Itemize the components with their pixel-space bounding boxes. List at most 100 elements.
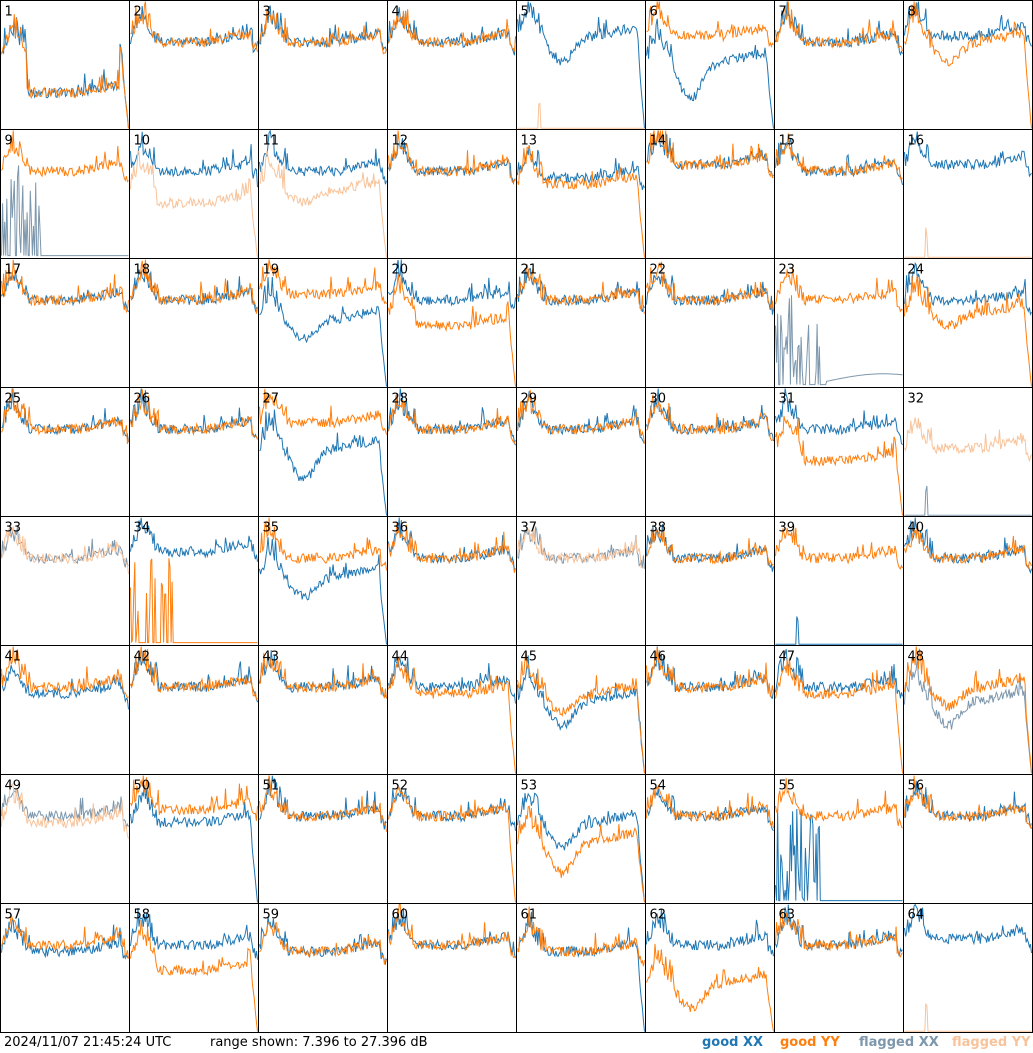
panel-frame — [258, 645, 388, 775]
panel-frame — [258, 516, 388, 646]
series-yy-line — [646, 784, 774, 829]
panel-frame — [258, 774, 388, 904]
panel-42: 42 — [129, 645, 259, 775]
panel-frame — [903, 258, 1033, 388]
panel-label: 4 — [392, 5, 400, 20]
panel-label: 23 — [779, 263, 796, 278]
panel-label: 45 — [521, 650, 538, 665]
panel-9: 9 — [0, 129, 130, 259]
panel-label: 56 — [908, 779, 925, 794]
panel-34: 34 — [129, 516, 259, 646]
panel-frame — [645, 387, 775, 517]
panel-18: 18 — [129, 258, 259, 388]
series-yy-line — [646, 261, 774, 311]
series-yy-line — [388, 130, 516, 184]
series-yy-line — [775, 778, 903, 829]
panel-label: 47 — [779, 650, 796, 665]
series-xx-line — [388, 259, 516, 310]
series-xx-line — [646, 18, 774, 129]
panel-frame — [258, 258, 388, 388]
series-xx-line — [1, 165, 129, 257]
panel-label: 59 — [263, 908, 280, 923]
panel-label: 9 — [5, 134, 13, 149]
panel-45: 45 — [516, 645, 646, 775]
panel-frame — [516, 516, 646, 646]
panel-label: 20 — [392, 263, 409, 278]
panel-label: 64 — [908, 908, 925, 923]
panel-35: 35 — [258, 516, 388, 646]
panel-49: 49 — [0, 774, 130, 904]
panel-25: 25 — [0, 387, 130, 517]
panel-frame — [0, 645, 130, 775]
panel-32: 32 — [903, 387, 1033, 517]
panel-58: 58 — [129, 903, 259, 1033]
panel-label: 18 — [134, 263, 151, 278]
panel-frame — [645, 516, 775, 646]
series-yy-line — [1, 526, 129, 574]
panel-label: 53 — [521, 779, 538, 794]
panel-14: 14 — [645, 129, 775, 259]
panel-38: 38 — [645, 516, 775, 646]
panel-frame — [903, 903, 1033, 1033]
series-yy-line — [388, 523, 516, 573]
series-yy-line — [1, 130, 129, 183]
panel-frame — [516, 387, 646, 517]
timestamp-label: 2024/11/07 21:45:24 UTC — [4, 1035, 172, 1050]
panel-label: 62 — [650, 908, 667, 923]
panel-7: 7 — [774, 0, 904, 130]
series-yy-line — [517, 103, 645, 129]
series-yy-line — [904, 227, 1032, 258]
panel-label: 2 — [134, 5, 142, 20]
panel-frame — [387, 129, 517, 259]
series-yy-line — [259, 922, 387, 965]
panel-47: 47 — [774, 645, 904, 775]
footer-bar: 2024/11/07 21:45:24 UTC range shown: 7.3… — [0, 1033, 1033, 1053]
panel-frame — [645, 0, 775, 130]
panel-frame — [516, 903, 646, 1033]
series-xx-line — [259, 129, 387, 185]
panel-label: 63 — [779, 908, 796, 923]
panel-10: 10 — [129, 129, 259, 259]
panel-label: 27 — [263, 392, 280, 407]
series-yy-line — [130, 775, 258, 821]
series-xx-line — [517, 655, 645, 774]
series-xx-line — [904, 485, 1032, 516]
panel-22: 22 — [645, 258, 775, 388]
panel-frame — [903, 129, 1033, 259]
panel-frame — [387, 903, 517, 1033]
series-xx-line — [904, 131, 1032, 178]
series-yy-line — [904, 275, 1032, 387]
panel-51: 51 — [258, 774, 388, 904]
panel-frame — [903, 0, 1033, 130]
panel-39: 39 — [774, 516, 904, 646]
panel-label: 14 — [650, 134, 667, 149]
series-yy-line — [775, 909, 903, 958]
panel-label: 46 — [650, 650, 667, 665]
panel-frame — [0, 903, 130, 1033]
panel-label: 26 — [134, 392, 151, 407]
panel-frame — [129, 387, 259, 517]
panel-label: 41 — [5, 650, 22, 665]
panel-11: 11 — [258, 129, 388, 259]
panel-frame — [774, 129, 904, 259]
panel-36: 36 — [387, 516, 517, 646]
panel-15: 15 — [774, 129, 904, 259]
series-xx-line — [130, 517, 258, 562]
panel-label: 5 — [521, 5, 529, 20]
series-xx-line — [259, 409, 387, 516]
series-yy-line — [646, 647, 774, 697]
panel-label: 58 — [134, 908, 151, 923]
panel-label: 33 — [5, 521, 22, 536]
series-yy-line — [130, 646, 258, 700]
panel-30: 30 — [645, 387, 775, 517]
panel-5: 5 — [516, 0, 646, 130]
panel-label: 1 — [5, 5, 13, 20]
series-yy-line — [388, 904, 516, 959]
series-yy-line — [646, 943, 774, 1032]
series-yy-line — [130, 1, 258, 53]
panel-24: 24 — [903, 258, 1033, 388]
panel-frame — [903, 387, 1033, 517]
series-yy-line — [646, 524, 774, 566]
series-xx-line — [775, 648, 903, 699]
series-xx-line — [904, 658, 1032, 774]
